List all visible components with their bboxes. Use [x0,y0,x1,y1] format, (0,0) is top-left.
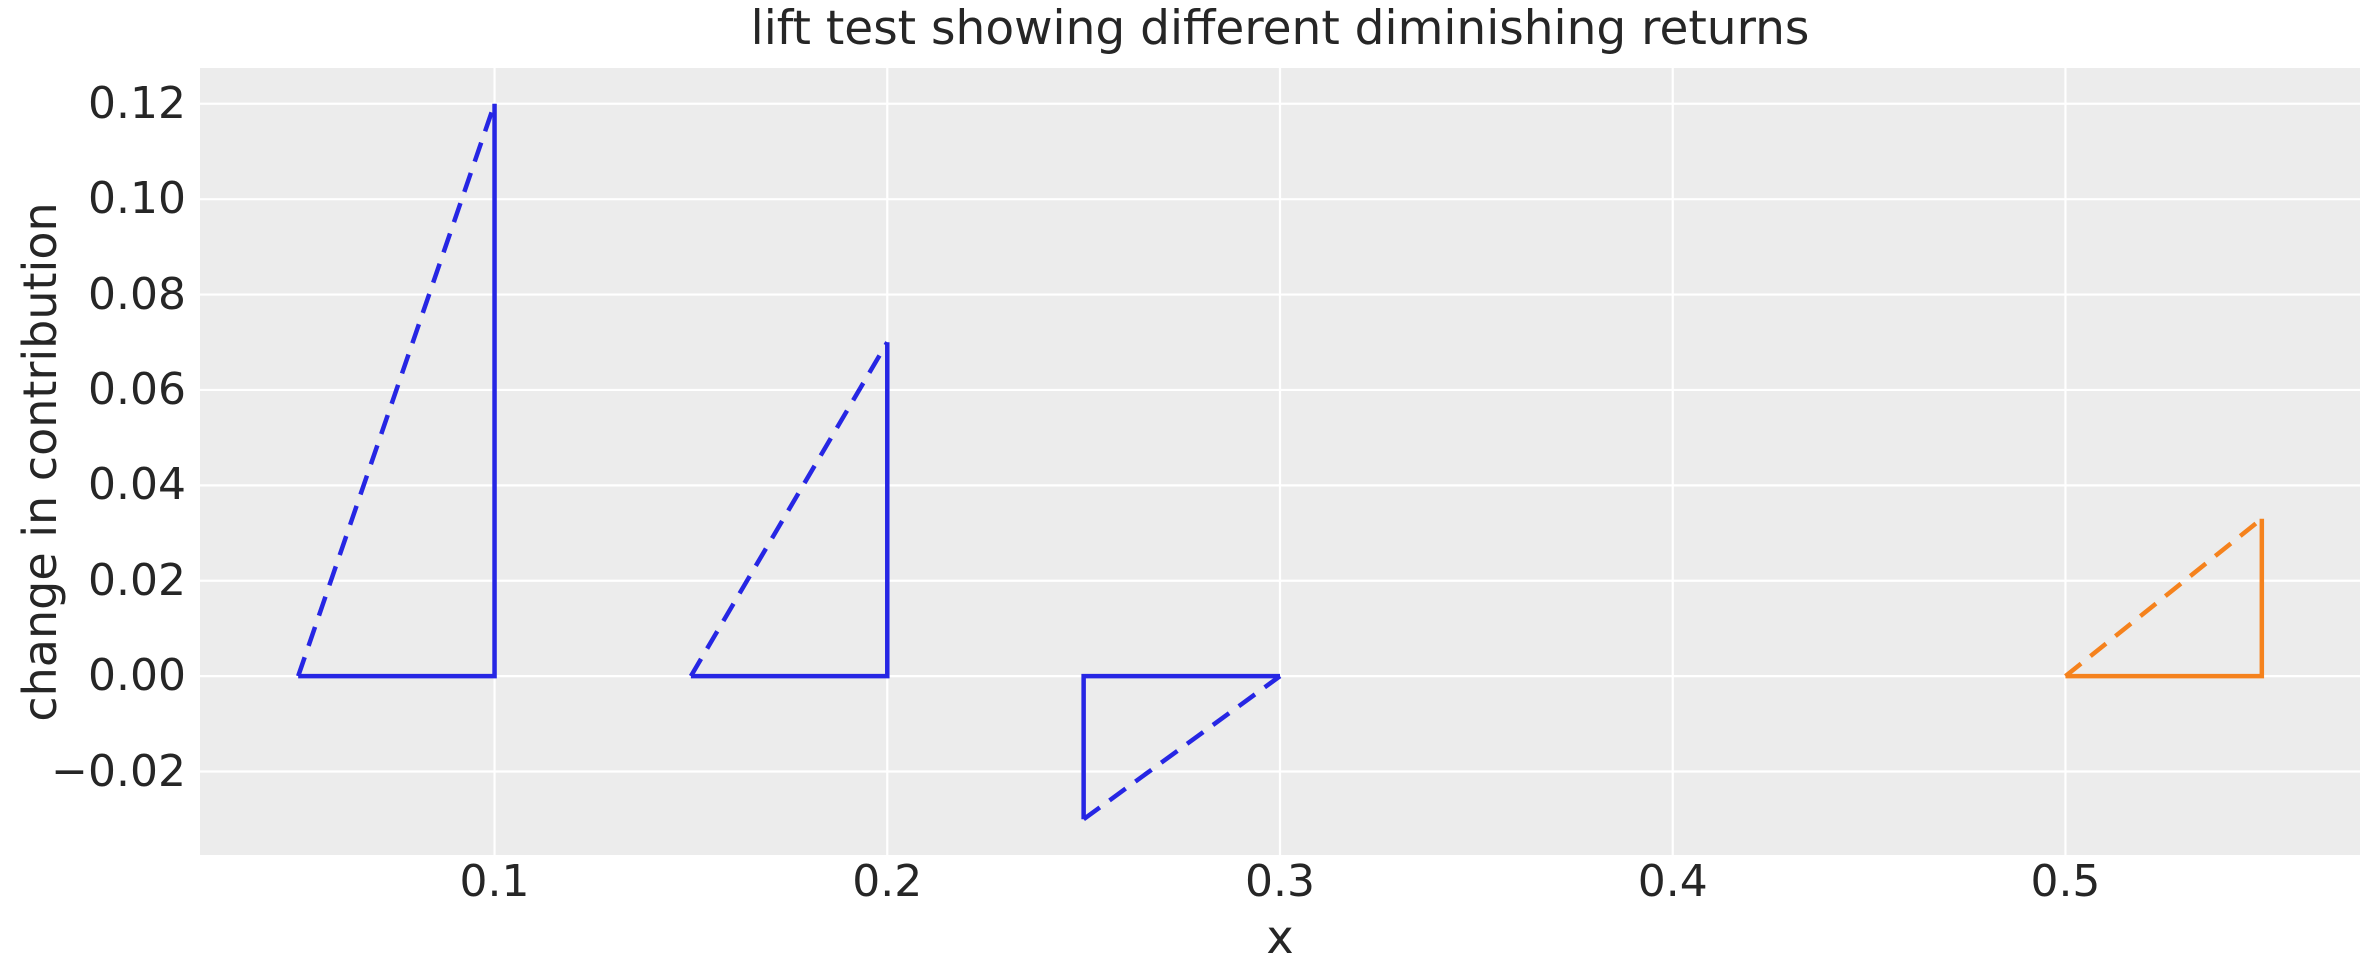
chart-title: lift test showing different diminishing … [750,1,1810,56]
lift-triangle-3-legs [1081,673,1280,820]
lift-triangle-4-legs [2065,518,2265,679]
plot-canvas [200,68,2360,855]
y-tick-label: 0.08 [88,268,186,320]
y-tick-label: 0.10 [88,173,186,225]
lift-triangle-2-hypotenuse [688,341,890,678]
y-axis-label: change in contribution [13,202,67,722]
x-tick-label: 0.4 [1637,856,1708,907]
lift-triangle-3-hypotenuse [1082,674,1282,822]
y-tick-label: 0.04 [88,459,186,511]
y-tick-label: 0.12 [88,77,186,129]
x-axis-label: x [1266,910,1294,964]
y-tick-label: 0.00 [88,650,186,702]
y-tick-label: 0.02 [88,554,186,606]
y-tick-label: −0.02 [51,745,186,797]
x-tick-label: 0.3 [1245,856,1315,907]
x-tick-label: 0.2 [852,856,923,907]
plot-area [200,68,2360,855]
lift-triangle-1-hypotenuse [296,103,497,677]
lift-triangle-1-legs [298,103,497,679]
x-tick-label: 0.1 [459,856,530,907]
y-tick-label: 0.06 [88,363,186,415]
lift-triangle-4-hypotenuse [2064,516,2264,678]
lift-triangle-2-legs [690,342,890,679]
x-tick-label: 0.5 [2030,856,2101,907]
